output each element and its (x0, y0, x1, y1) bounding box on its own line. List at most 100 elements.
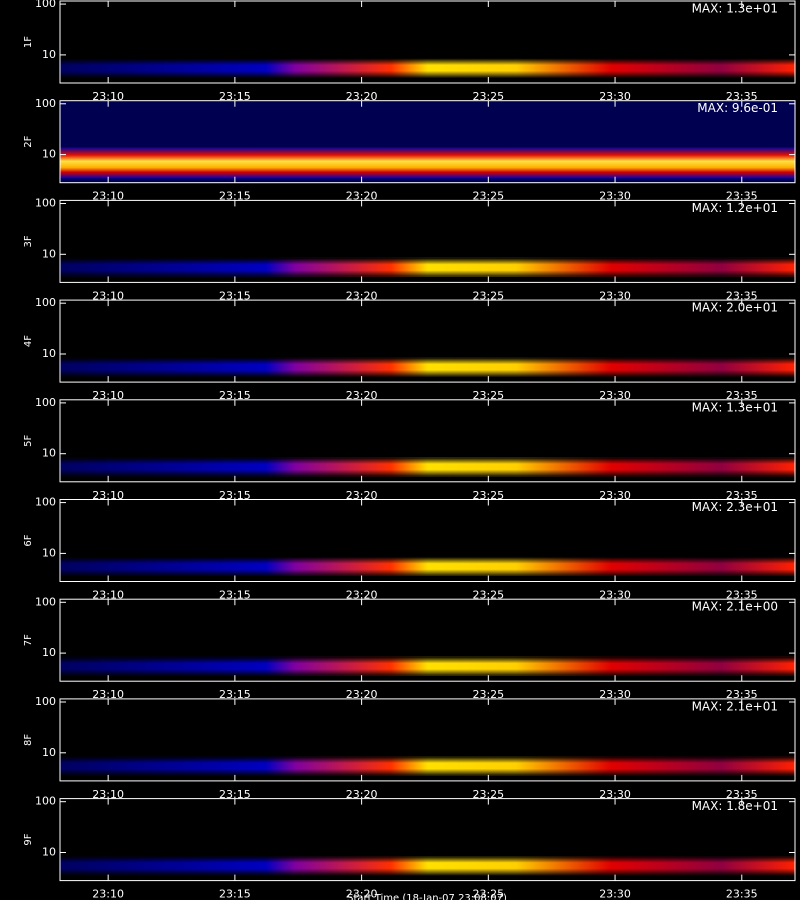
y-tick-label: 100 (35, 695, 56, 708)
x-tick-label: 23:35 (726, 489, 758, 502)
spectrogram-shade (60, 58, 795, 78)
x-tick-label: 23:30 (599, 90, 631, 103)
annotation: MAX: 2.1e+01 (692, 699, 778, 713)
x-tick-label: 23:35 (726, 888, 758, 900)
plot-frame (59, 399, 796, 483)
y-tick-label: 10 (42, 646, 56, 659)
x-tick-label: 23:15 (219, 688, 251, 701)
plot-frame (59, 499, 796, 582)
annotation: MAX: 2.3e+01 (692, 500, 778, 514)
x-tick-label: 23:15 (219, 289, 251, 302)
plot-frame (59, 100, 796, 184)
spectrogram-shade (60, 357, 795, 377)
annotation: MAX: 1.8e+01 (692, 799, 778, 813)
x-tick-label: 23:30 (599, 688, 631, 701)
y-tick-label: 10 (42, 247, 56, 260)
x-tick-label: 23:30 (599, 289, 631, 302)
x-tick-label: 23:35 (726, 289, 758, 302)
plot-frame (59, 798, 796, 882)
y-tick-label: 100 (35, 595, 56, 608)
x-tick-label: 23:10 (92, 90, 124, 103)
x-tick-label: 23:15 (219, 489, 251, 502)
x-tick-label: 23:20 (346, 90, 378, 103)
x-tick-label: 23:15 (219, 589, 251, 602)
y-axis-label: 6F (23, 534, 34, 546)
x-tick-label: 23:35 (726, 90, 758, 103)
spectrogram-shade (60, 257, 795, 277)
y-tick-label: 100 (35, 296, 56, 309)
y-tick-label: 10 (42, 846, 56, 859)
x-tick-label: 23:30 (599, 389, 631, 402)
spectrogram-band (60, 147, 795, 179)
annotation: MAX: 1.3e+01 (692, 400, 778, 414)
plot-frame (59, 299, 796, 383)
y-axis-label: 8F (23, 734, 34, 746)
annotation: MAX: 9.6e-01 (697, 101, 778, 115)
x-tick-label: 23:25 (472, 489, 504, 502)
y-tick-label: 100 (35, 795, 56, 808)
x-tick-label: 23:25 (472, 190, 504, 203)
x-tick-label: 23:35 (726, 589, 758, 602)
x-tick-label: 23:30 (599, 788, 631, 801)
x-tick-label: 23:15 (219, 190, 251, 203)
y-tick-label: 10 (42, 447, 56, 460)
y-tick-label: 10 (42, 746, 56, 759)
spectrogram-shade (60, 756, 795, 776)
x-tick-label: 23:25 (472, 888, 504, 900)
x-tick-label: 23:10 (92, 389, 124, 402)
x-tick-label: 23:25 (472, 289, 504, 302)
spectrogram-shade (60, 856, 795, 876)
spectrogram-shade (60, 556, 795, 576)
x-tick-label: 23:10 (92, 888, 124, 900)
y-tick-label: 100 (35, 0, 56, 10)
x-tick-label: 23:10 (92, 190, 124, 203)
y-axis-label: 4F (23, 335, 34, 347)
annotation: MAX: 1.3e+01 (692, 2, 778, 16)
x-tick-label: 23:10 (92, 688, 124, 701)
x-axis-label: Start Time (18-Jan-07 23:08:07) (347, 893, 507, 900)
x-tick-label: 23:35 (726, 788, 758, 801)
y-axis-label: 3F (23, 235, 34, 247)
x-tick-label: 23:25 (472, 688, 504, 701)
x-tick-label: 23:25 (472, 589, 504, 602)
y-tick-label: 100 (35, 97, 56, 110)
y-tick-label: 100 (35, 496, 56, 509)
x-tick-label: 23:20 (346, 190, 378, 203)
x-tick-label: 23:15 (219, 788, 251, 801)
x-tick-label: 23:25 (472, 90, 504, 103)
x-tick-label: 23:15 (219, 888, 251, 900)
y-axis-label: 5F (23, 435, 34, 447)
x-tick-label: 23:20 (346, 389, 378, 402)
x-tick-label: 23:10 (92, 489, 124, 502)
x-tick-label: 23:35 (726, 389, 758, 402)
y-tick-label: 10 (42, 148, 56, 161)
plot-frame (59, 698, 796, 782)
x-tick-label: 23:10 (92, 589, 124, 602)
x-tick-label: 23:25 (472, 788, 504, 801)
plot-frame (59, 199, 796, 283)
y-tick-label: 100 (35, 196, 56, 209)
y-axis-label: 7F (23, 634, 34, 646)
x-tick-label: 23:30 (599, 190, 631, 203)
x-tick-label: 23:20 (346, 289, 378, 302)
x-tick-label: 23:20 (346, 489, 378, 502)
spectrogram-shade (60, 656, 795, 676)
y-tick-label: 10 (42, 48, 56, 61)
spectrogram-shade (60, 457, 795, 477)
annotation: MAX: 1.2e+01 (692, 201, 778, 215)
x-tick-label: 23:15 (219, 90, 251, 103)
x-tick-label: 23:20 (346, 788, 378, 801)
x-tick-label: 23:20 (346, 688, 378, 701)
x-tick-label: 23:25 (472, 389, 504, 402)
y-axis-label: 1F (23, 36, 34, 48)
x-tick-label: 23:35 (726, 190, 758, 203)
x-tick-label: 23:35 (726, 688, 758, 701)
x-tick-label: 23:20 (346, 888, 378, 900)
x-tick-label: 23:10 (92, 289, 124, 302)
y-tick-label: 10 (42, 347, 56, 360)
x-tick-label: 23:20 (346, 589, 378, 602)
y-tick-label: 100 (35, 396, 56, 409)
y-axis-label: 2F (23, 135, 34, 147)
